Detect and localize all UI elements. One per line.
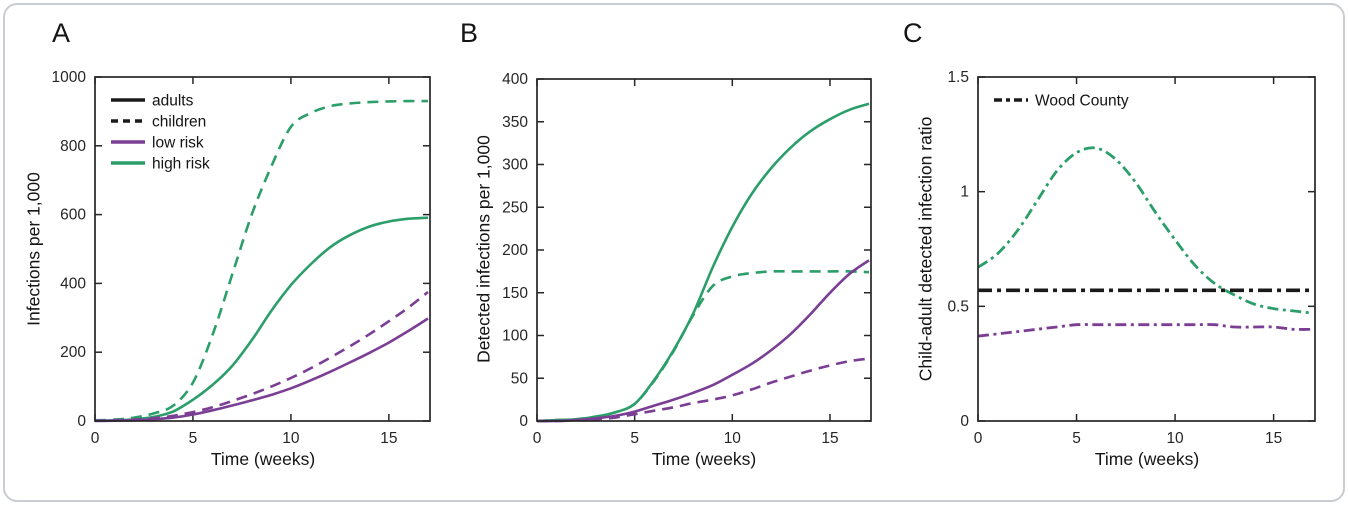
- y-tick-label: 100: [502, 328, 528, 345]
- y-tick-label: 50: [511, 370, 529, 387]
- y-tick-label: 0.5: [947, 298, 969, 315]
- legend-item-high-risk: high risk: [111, 156, 210, 173]
- x-tick-label: 5: [630, 430, 639, 447]
- panel-a-plot: 0 5 10 15 0 200 400 600 800 1000 adults children low…: [52, 69, 431, 447]
- legend-label-low-risk: low risk: [152, 135, 204, 152]
- axes-box: [977, 76, 1316, 422]
- x-tick-label: 15: [380, 430, 397, 447]
- x-tick-label: 15: [821, 430, 838, 447]
- y-tick-label: 400: [60, 275, 86, 292]
- legend-label-wood-county: Wood County: [1035, 93, 1129, 110]
- x-tick-label: 0: [91, 430, 100, 447]
- y-tick-label: 0: [519, 413, 528, 430]
- x-tick-label: 10: [1166, 430, 1184, 447]
- panel-b-x-axis-label: Time (weeks): [651, 449, 757, 469]
- panel-c-letter: C: [903, 18, 923, 48]
- series-children-high-risk: [94, 99, 429, 422]
- legend-item-wood-county: Wood County: [994, 93, 1129, 110]
- y-tick-label: 1.5: [947, 69, 969, 86]
- x-tick-label: 0: [533, 430, 542, 447]
- y-tick-label: 600: [60, 207, 86, 224]
- x-tick-label: 5: [189, 430, 198, 447]
- panel-c-plot: 0 5 10 15 0 0.5 1 1.5 Wood County: [947, 69, 1316, 447]
- x-tick-label: 5: [1072, 430, 1081, 447]
- x-tick-label: 10: [282, 430, 300, 447]
- series-children-high-risk: [536, 269, 870, 423]
- legend-label-adults: adults: [152, 93, 194, 110]
- y-tick-label: 400: [502, 71, 528, 88]
- series-adults-high-risk: [536, 102, 870, 423]
- panel-a-x-axis-label: Time (weeks): [210, 449, 316, 469]
- x-tick-label: 15: [1265, 430, 1282, 447]
- series-children-low-risk: [94, 290, 429, 422]
- panel-a-letter: A: [52, 18, 71, 48]
- y-tick-label: 200: [60, 344, 86, 361]
- legend-item-children: children: [111, 114, 206, 131]
- legend-item-adults: adults: [111, 93, 194, 110]
- y-tick-label: 800: [60, 138, 86, 155]
- y-tick-label: 1: [960, 184, 969, 201]
- panel-c-x-axis-label: Time (weeks): [1094, 449, 1200, 469]
- y-tick-label: 150: [502, 285, 528, 302]
- series-high-risk-ratio: [977, 146, 1314, 315]
- legend-label-children: children: [152, 114, 206, 131]
- series-children-low-risk: [536, 357, 870, 423]
- axes-box: [94, 76, 431, 422]
- x-tick-label: 0: [974, 430, 983, 447]
- legend-label-high-risk: high risk: [152, 156, 210, 173]
- y-tick-label: 350: [502, 114, 528, 131]
- y-tick-label: 300: [502, 157, 528, 174]
- legend-item-low-risk: low risk: [111, 135, 204, 152]
- series-low-risk-ratio: [977, 323, 1314, 338]
- y-tick-label: 1000: [52, 69, 87, 86]
- series-adults-low-risk: [94, 317, 429, 423]
- x-tick-label: 10: [724, 430, 742, 447]
- y-tick-label: 0: [960, 413, 969, 430]
- panel-b-letter: B: [460, 18, 479, 48]
- y-tick-label: 250: [502, 199, 528, 216]
- series-adults-low-risk: [536, 259, 870, 423]
- axes-box: [536, 78, 872, 422]
- y-tick-label: 200: [502, 242, 528, 259]
- y-tick-label: 0: [77, 413, 86, 430]
